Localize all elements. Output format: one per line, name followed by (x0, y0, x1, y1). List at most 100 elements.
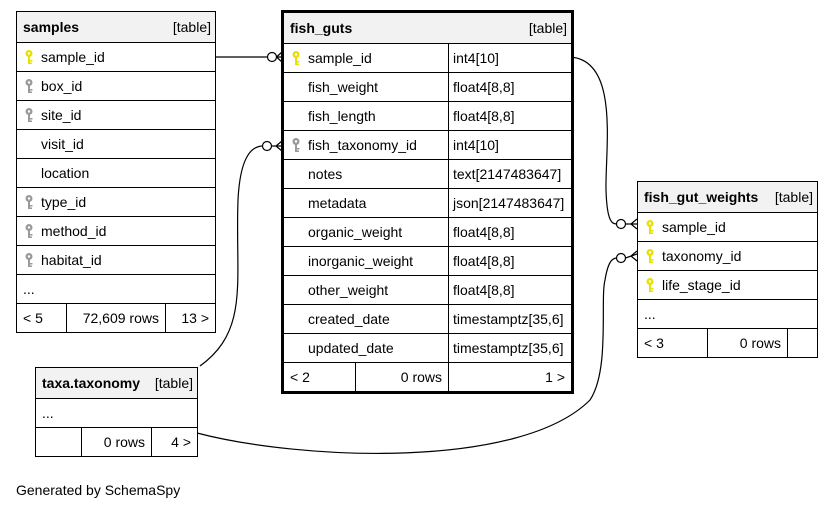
table-header: fish_gut_weights [table] (637, 181, 818, 213)
column-name-cell[interactable]: taxonomy_id (637, 241, 818, 271)
column-name-cell[interactable]: box_id (16, 71, 216, 101)
column-row[interactable]: organic_weight float4[8,8] (282, 217, 574, 247)
column-name: box_id (41, 78, 83, 94)
parents-count[interactable]: < 2 (282, 362, 356, 393)
column-name-cell[interactable]: habitat_id (16, 245, 216, 275)
link-taxonomy-fish-guts (199, 145, 264, 367)
column-type: float4[8,8] (447, 101, 574, 131)
foreign-key-icon (25, 195, 33, 209)
parents-count[interactable] (35, 427, 82, 457)
column-name-cell[interactable]: updated_date (282, 333, 449, 363)
column-name-cell[interactable]: organic_weight (282, 217, 449, 247)
children-count[interactable]: 1 > (447, 362, 574, 393)
link-taxonomy-weights (196, 257, 618, 454)
column-name: taxonomy_id (662, 248, 742, 264)
foreign-key-icon (292, 138, 300, 152)
column-name-cell[interactable]: site_id (16, 100, 216, 130)
row-count: 0 rows (81, 427, 152, 457)
column-row[interactable]: visit_id (16, 129, 216, 159)
parents-count[interactable]: < 3 (637, 328, 708, 358)
more-columns: ... (16, 274, 216, 304)
column-row[interactable]: inorganic_weight float4[8,8] (282, 246, 574, 276)
column-row[interactable]: location (16, 158, 216, 188)
column-type: json[2147483647] (447, 188, 574, 218)
column-row[interactable]: life_stage_id (637, 270, 818, 300)
column-row[interactable]: sample_id (16, 42, 216, 72)
column-name-cell[interactable]: sample_id (16, 42, 216, 72)
column-name: type_id (41, 194, 87, 210)
foreign-key-icon (25, 79, 33, 93)
table-samples[interactable]: samples [table] sample_id box_id site_id vi… (16, 11, 216, 333)
table-name: taxa.taxonomy (42, 375, 141, 391)
column-row[interactable]: other_weight float4[8,8] (282, 275, 574, 305)
table-fish-guts[interactable]: fish_guts [table] sample_id int4[10] fish_… (281, 10, 575, 394)
table-taxa-taxonomy[interactable]: taxa.taxonomy [table] ... 0 rows 4 > (35, 367, 198, 457)
column-row[interactable]: taxonomy_id (637, 241, 818, 271)
children-count[interactable] (787, 328, 818, 358)
table-header: fish_guts [table] (281, 11, 574, 44)
column-row[interactable]: updated_date timestamptz[35,6] (282, 333, 574, 363)
column-row[interactable]: sample_id int4[10] (282, 43, 574, 73)
table-name: fish_gut_weights (644, 189, 759, 205)
link-taxonomy-weights-crow (625, 250, 638, 262)
column-name-cell[interactable]: location (16, 158, 216, 188)
column-row[interactable]: site_id (16, 100, 216, 130)
column-name: fish_weight (308, 79, 379, 95)
column-name-cell[interactable]: fish_taxonomy_id (282, 130, 449, 160)
column-name-cell[interactable]: type_id (16, 187, 216, 217)
table-name: fish_guts (290, 20, 353, 36)
primary-key-icon (292, 51, 300, 65)
table-kind: [table] (154, 375, 193, 391)
table-kind: [table] (528, 20, 568, 36)
column-row[interactable]: fish_weight float4[8,8] (282, 72, 574, 102)
column-row[interactable]: fish_length float4[8,8] (282, 101, 574, 131)
column-row[interactable]: type_id (16, 187, 216, 217)
column-name: site_id (41, 107, 82, 123)
column-name-cell[interactable]: method_id (16, 216, 216, 246)
column-type: int4[10] (447, 43, 574, 73)
column-name: metadata (308, 195, 367, 211)
column-name: updated_date (308, 340, 394, 356)
column-type: text[2147483647] (447, 159, 574, 189)
column-row[interactable]: metadata json[2147483647] (282, 188, 574, 218)
row-count: 72,609 rows (66, 303, 166, 333)
column-row[interactable]: box_id (16, 71, 216, 101)
link-taxonomy-fish-guts-zero (261, 140, 273, 152)
column-name: other_weight (308, 282, 389, 298)
column-name-cell[interactable]: sample_id (637, 212, 818, 242)
column-name-cell[interactable]: created_date (282, 304, 449, 334)
column-type: float4[8,8] (447, 246, 574, 276)
table-header: taxa.taxonomy [table] (35, 367, 198, 399)
column-name: life_stage_id (662, 277, 741, 293)
column-row[interactable]: sample_id (637, 212, 818, 242)
link-samples-fish-guts-zero (266, 51, 278, 63)
foreign-key-icon (25, 253, 33, 267)
column-name-cell[interactable]: sample_id (282, 43, 449, 73)
primary-key-icon (646, 278, 654, 292)
column-name: location (41, 165, 90, 181)
column-name-cell[interactable]: other_weight (282, 275, 449, 305)
column-type: float4[8,8] (447, 72, 574, 102)
primary-key-icon (646, 220, 654, 234)
column-name: sample_id (41, 49, 105, 65)
column-name-cell[interactable]: fish_length (282, 101, 449, 131)
column-name-cell[interactable]: metadata (282, 188, 449, 218)
column-name: sample_id (308, 50, 372, 66)
column-row[interactable]: method_id (16, 216, 216, 246)
column-name-cell[interactable]: life_stage_id (637, 270, 818, 300)
column-row[interactable]: fish_taxonomy_id int4[10] (282, 130, 574, 160)
column-name-cell[interactable]: inorganic_weight (282, 246, 449, 276)
parents-count[interactable]: < 5 (16, 303, 67, 333)
link-fish-guts-weights (569, 56, 618, 225)
column-row[interactable]: habitat_id (16, 245, 216, 275)
column-row[interactable]: created_date timestamptz[35,6] (282, 304, 574, 334)
column-name: sample_id (662, 219, 726, 235)
children-count[interactable]: 13 > (165, 303, 216, 333)
generated-by: Generated by SchemaSpy (16, 482, 181, 498)
children-count[interactable]: 4 > (151, 427, 198, 457)
column-row[interactable]: notes text[2147483647] (282, 159, 574, 189)
column-name-cell[interactable]: notes (282, 159, 449, 189)
column-name-cell[interactable]: visit_id (16, 129, 216, 159)
column-name-cell[interactable]: fish_weight (282, 72, 449, 102)
